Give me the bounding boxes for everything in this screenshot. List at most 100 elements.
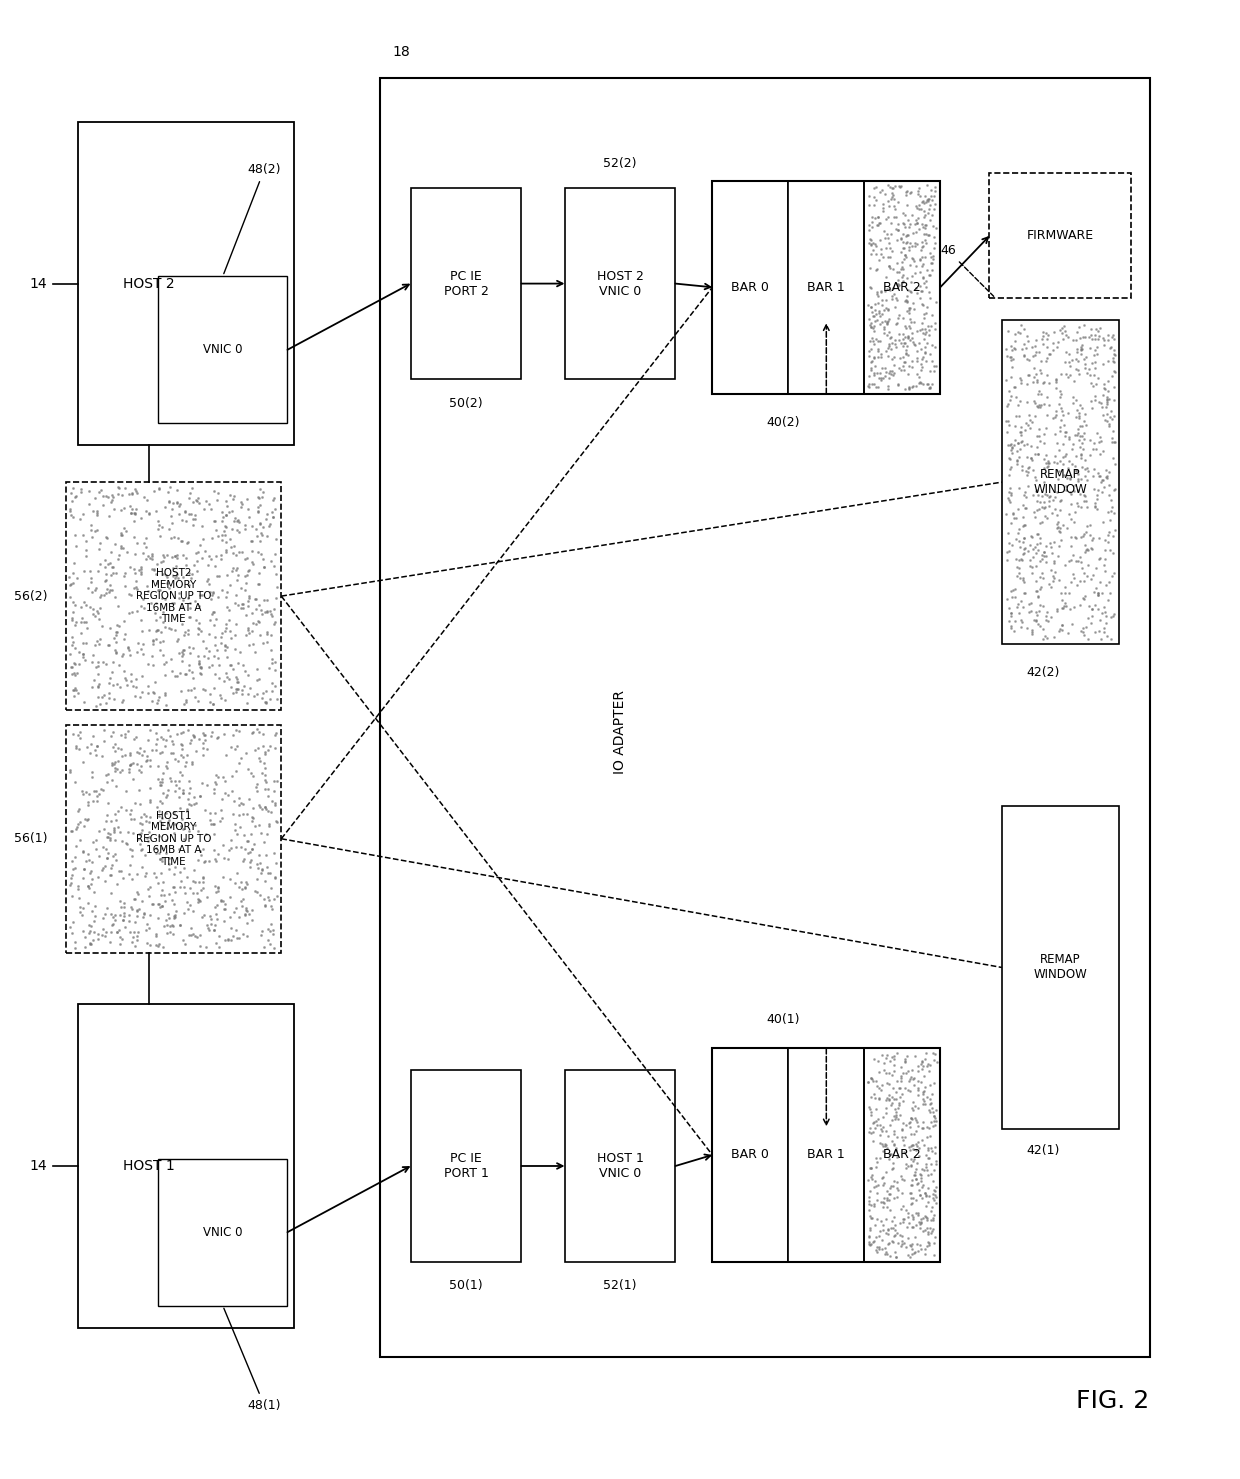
Point	[916, 213, 936, 237]
Point	[904, 1186, 924, 1210]
Point	[232, 791, 252, 815]
Point	[238, 563, 258, 587]
Point	[207, 726, 227, 750]
Point	[894, 1207, 914, 1231]
Point	[1039, 572, 1059, 596]
Point	[201, 812, 221, 836]
Point	[911, 352, 931, 376]
Point	[861, 351, 880, 374]
Point	[879, 334, 899, 358]
Point	[241, 762, 260, 785]
Point	[913, 214, 932, 238]
Point	[1056, 420, 1076, 444]
Point	[920, 192, 940, 216]
Point	[1009, 566, 1029, 590]
Point	[893, 201, 913, 225]
Point	[1016, 495, 1035, 519]
Point	[1011, 547, 1030, 571]
Point	[249, 796, 269, 819]
Point	[226, 760, 246, 784]
Point	[228, 652, 248, 676]
Point	[154, 760, 174, 784]
Point	[129, 896, 149, 920]
Point	[868, 1174, 888, 1198]
Point	[921, 177, 941, 201]
Point	[112, 498, 131, 522]
Point	[97, 846, 117, 870]
Point	[1068, 349, 1087, 373]
Point	[885, 1100, 905, 1124]
Point	[913, 234, 932, 257]
Point	[105, 828, 125, 852]
Point	[172, 565, 192, 589]
Point	[1081, 317, 1101, 340]
Point	[140, 776, 160, 800]
Point	[906, 1167, 926, 1191]
Point	[1032, 327, 1052, 351]
Point	[1030, 527, 1050, 550]
Point	[182, 751, 202, 775]
Point	[264, 887, 284, 911]
Point	[66, 663, 86, 686]
Point	[227, 926, 247, 950]
Point	[1025, 609, 1045, 633]
Point	[223, 487, 243, 510]
Point	[888, 1177, 908, 1201]
Point	[1097, 624, 1117, 648]
Point	[1022, 592, 1042, 615]
Point	[1044, 552, 1064, 575]
Point	[144, 558, 164, 581]
Point	[919, 1232, 939, 1256]
Point	[264, 598, 284, 621]
Point	[923, 203, 942, 226]
Point	[901, 1152, 921, 1176]
Point	[895, 1235, 915, 1259]
Point	[126, 862, 146, 886]
Point	[236, 837, 255, 861]
Point	[1039, 494, 1059, 518]
Point	[1095, 377, 1115, 401]
Point	[170, 797, 190, 821]
Point	[879, 361, 899, 385]
Point	[905, 234, 925, 257]
Point	[1023, 458, 1043, 482]
Point	[1032, 510, 1052, 534]
Point	[1014, 343, 1034, 367]
Point	[906, 349, 926, 373]
Point	[260, 688, 280, 711]
Point	[248, 572, 268, 596]
Point	[139, 810, 159, 834]
Point	[224, 871, 244, 895]
Point	[88, 784, 108, 808]
Point	[83, 927, 103, 951]
Point	[905, 1094, 925, 1118]
Point	[174, 827, 193, 850]
Point	[1006, 527, 1025, 550]
Bar	[864, 1049, 940, 1262]
Point	[76, 808, 95, 831]
Point	[915, 322, 935, 346]
Point	[206, 880, 226, 904]
Point	[190, 839, 210, 862]
Point	[84, 893, 104, 917]
Bar	[712, 1049, 789, 1262]
Point	[1105, 478, 1125, 501]
Point	[143, 543, 162, 566]
Point	[123, 930, 143, 954]
Point	[81, 732, 100, 756]
Point	[110, 676, 130, 700]
Point	[887, 272, 906, 296]
Point	[164, 904, 184, 927]
Point	[234, 578, 254, 602]
Point	[165, 778, 185, 802]
Point	[250, 476, 270, 500]
Point	[861, 296, 880, 319]
Point	[260, 876, 280, 899]
Point	[100, 725, 120, 748]
Point	[859, 1204, 879, 1228]
Point	[925, 312, 945, 336]
Point	[1083, 598, 1102, 621]
Point	[875, 1087, 895, 1111]
Point	[76, 529, 95, 553]
Point	[1025, 541, 1045, 565]
